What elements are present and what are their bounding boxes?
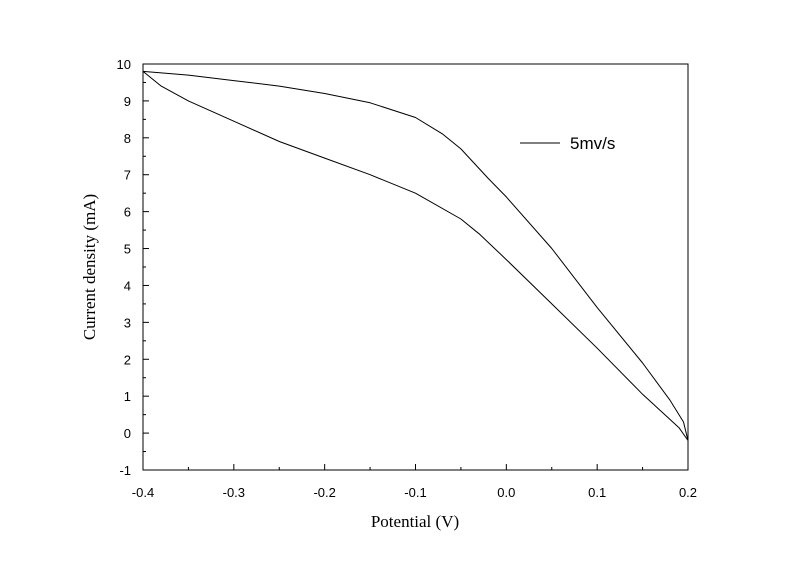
x-tick-label: 0.0: [497, 485, 515, 500]
series-layer: [142, 70, 689, 441]
y-axis: -1 0 1 2 3 4 5 6 7 8 9 10: [117, 57, 149, 478]
y-tick-label: 1: [124, 389, 131, 404]
y-tick-label: 9: [124, 94, 131, 109]
y-tick-label: 6: [124, 205, 131, 220]
x-axis-title: Potential (V): [371, 512, 459, 531]
y-tick-label: 0: [124, 426, 131, 441]
y-axis-title: Current density (mA): [80, 194, 99, 340]
x-tick-label: 0.1: [588, 485, 606, 500]
y-tick-label: 5: [124, 242, 131, 257]
x-tick-label: 0.2: [679, 485, 697, 500]
legend-label: 5mv/s: [570, 134, 615, 153]
y-tick-label: -1: [119, 463, 131, 478]
y-tick-label: 3: [124, 315, 131, 330]
legend: 5mv/s: [520, 134, 615, 153]
y-tick-label: 8: [124, 131, 131, 146]
y-tick-label: 4: [124, 278, 131, 293]
x-tick-label: -0.1: [404, 485, 426, 500]
x-tick-label: -0.4: [132, 485, 154, 500]
series-line-5mv-s: [142, 70, 689, 441]
y-tick-label: 10: [117, 57, 131, 72]
x-axis: -0.4 -0.3 -0.2 -0.1 0.0 0.1 0.2: [132, 464, 697, 500]
y-tick-label: 2: [124, 352, 131, 367]
x-tick-label: -0.3: [223, 485, 245, 500]
y-tick-label: 7: [124, 168, 131, 183]
x-tick-label: -0.2: [313, 485, 335, 500]
